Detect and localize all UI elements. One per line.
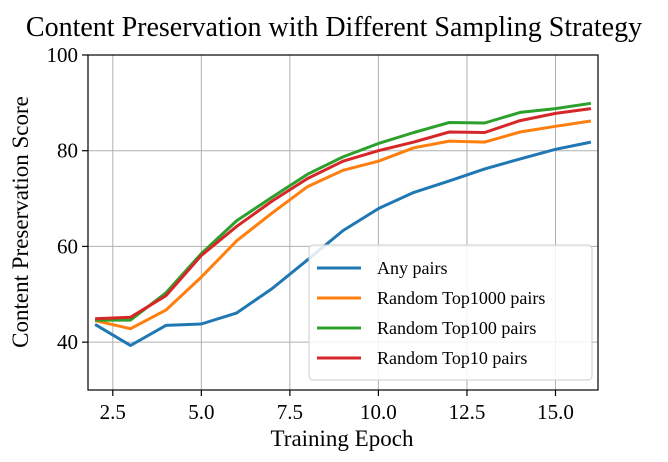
series-line-4	[95, 107, 592, 321]
legend: Any pairs Random Top1000 pairs Random Top1…	[308, 244, 593, 381]
series-lines	[94, 101, 592, 347]
y-tick-label: 100	[47, 43, 79, 67]
legend-label: Random Top100 pairs	[377, 318, 536, 338]
y-tick-label: 60	[57, 234, 78, 258]
legend-label: Any pairs	[377, 258, 448, 278]
series-line-1	[94, 140, 592, 347]
y-axis-label: Content Preservation Score	[8, 96, 33, 348]
series-line-3	[95, 101, 592, 322]
x-tick-label: 5.0	[188, 400, 214, 424]
x-tick-label: 2.5	[100, 400, 126, 424]
x-tick-label: 7.5	[277, 400, 303, 424]
x-tick-label: 10.0	[360, 400, 397, 424]
x-axis-label: Training Epoch	[271, 426, 414, 451]
legend-label: Random Top10 pairs	[377, 348, 527, 368]
y-tick-label: 80	[57, 139, 78, 163]
chart-title: Content Preservation with Different Samp…	[26, 12, 642, 43]
y-tick-label: 40	[57, 330, 78, 354]
series-line-2	[94, 119, 592, 331]
legend-label: Random Top1000 pairs	[377, 288, 545, 308]
plot-frame	[87, 54, 599, 391]
legend-box	[308, 244, 593, 381]
x-tick-label: 15.0	[537, 400, 574, 424]
axis-ticks: 2.5 5.0 7.5 10.0 12.5 15.0 40 60 80 100	[47, 43, 574, 424]
x-tick-label: 12.5	[449, 400, 486, 424]
